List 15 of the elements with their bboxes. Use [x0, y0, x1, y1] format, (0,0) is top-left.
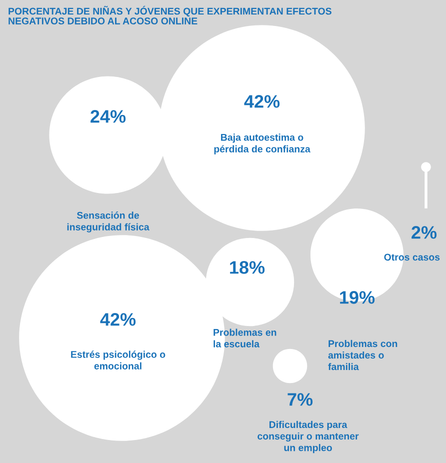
category-label: Problemas con amistades o familia	[328, 340, 398, 370]
category-label: Otros casos	[384, 254, 440, 261]
data-label: 18%	[230, 261, 265, 274]
data-label: 2%	[412, 226, 437, 239]
data-label: 42%	[244, 95, 280, 108]
category-label: Dificultades para conseguir o mantener un empleo	[258, 420, 359, 454]
category-label: Problemas en la escuela	[214, 328, 276, 348]
data-label: 7%	[288, 393, 313, 406]
category-label: Sensación de inseguridad física	[67, 212, 150, 232]
category-label: Baja autoestima o pérdida de confianza	[214, 134, 310, 154]
data-label: 42%	[100, 313, 136, 326]
data-label: 24%	[90, 110, 126, 123]
data-label: 19%	[340, 291, 375, 304]
text: PORCENTAJE DE NIÑAS Y JÓVENES QUE EXPERIMENTAN EFECTOS NEGATIVOS DEBIDO AL ACOSO ONLINE	[8, 6, 332, 24]
category-label: Estrés psicológico o emocional	[71, 350, 166, 370]
